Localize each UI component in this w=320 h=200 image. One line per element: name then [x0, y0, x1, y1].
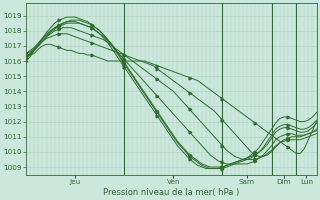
- X-axis label: Pression niveau de la mer( hPa ): Pression niveau de la mer( hPa ): [103, 188, 239, 197]
